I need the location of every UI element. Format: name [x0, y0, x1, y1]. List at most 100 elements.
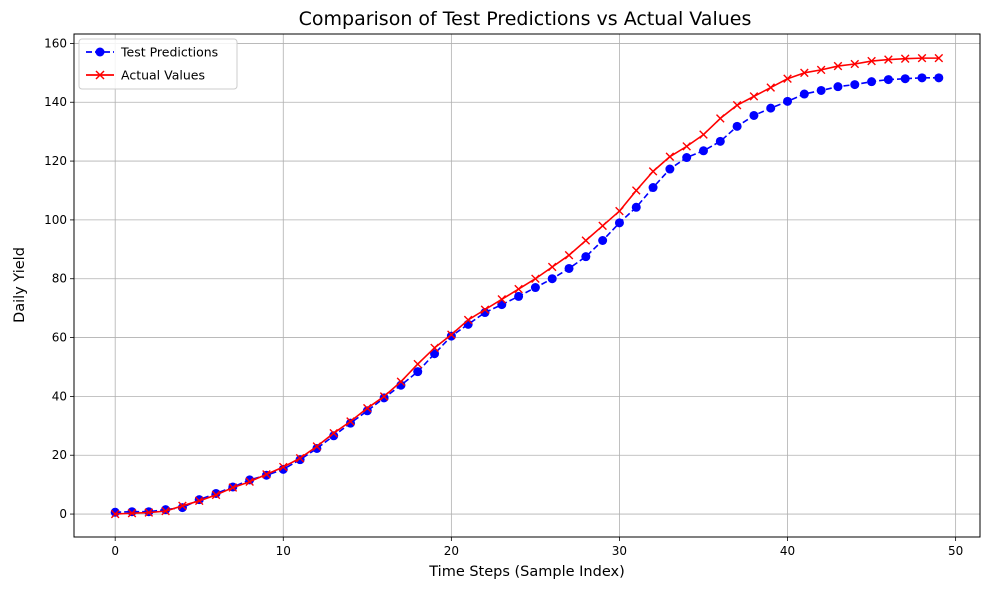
- data-point-test-predictions: [110, 507, 120, 517]
- x-tick-label: 30: [612, 544, 627, 558]
- data-point-actual-values: [413, 359, 423, 369]
- data-point-test-predictions: [312, 443, 322, 453]
- data-point-actual-values: [699, 130, 708, 139]
- data-point-actual-values: [312, 442, 322, 451]
- data-point-actual-values: [379, 392, 389, 401]
- data-point-test-predictions: [278, 464, 288, 474]
- data-point-actual-values: [278, 462, 288, 472]
- chart-title: Comparison of Test Predictions vs Actual…: [299, 8, 752, 30]
- data-point-test-predictions: [614, 218, 624, 228]
- data-point-actual-values: [564, 250, 574, 260]
- data-point-test-predictions: [362, 406, 372, 416]
- data-point-test-predictions: [379, 393, 389, 403]
- y-tick-label: 20: [52, 448, 67, 462]
- y-tick-label: 0: [59, 507, 67, 521]
- data-point-test-predictions: [547, 274, 557, 284]
- y-tick-label: 140: [44, 95, 67, 109]
- data-point-actual-values: [816, 65, 826, 75]
- data-point-actual-values: [833, 61, 843, 71]
- y-tick-label: 100: [44, 213, 67, 227]
- data-point-actual-values: [430, 343, 439, 353]
- data-point-test-predictions: [883, 75, 893, 85]
- data-point-test-predictions: [665, 164, 675, 174]
- data-point-actual-values: [295, 453, 305, 463]
- data-point-test-predictions: [917, 73, 927, 83]
- data-point-test-predictions: [598, 235, 608, 245]
- data-point-test-predictions: [581, 252, 591, 262]
- grid: [74, 34, 980, 537]
- data-point-actual-values: [850, 59, 860, 69]
- legend-marker-test-predictions: [95, 47, 105, 57]
- data-point-test-predictions: [430, 349, 440, 359]
- plot-frame: [73, 33, 981, 538]
- data-point-actual-values: [127, 508, 137, 518]
- x-axis-title: Time Steps (Sample Index): [428, 564, 624, 580]
- legend-label-test-predictions: Test Predictions: [120, 45, 218, 60]
- legend-marker-actual-values: [95, 70, 105, 80]
- series-layer: [110, 53, 944, 519]
- data-point-actual-values: [884, 55, 893, 64]
- data-point-actual-values: [110, 509, 120, 519]
- data-point-actual-values: [732, 100, 742, 110]
- data-point-actual-values: [447, 330, 456, 339]
- data-point-test-predictions: [715, 136, 725, 146]
- x-tick-label: 50: [948, 544, 963, 558]
- data-point-actual-values: [867, 56, 876, 66]
- data-point-actual-values: [934, 53, 944, 63]
- x-tick-label: 0: [111, 544, 119, 558]
- data-point-actual-values: [178, 501, 187, 511]
- data-point-actual-values: [211, 490, 221, 500]
- data-point-test-predictions: [698, 146, 708, 156]
- x-tick-label: 40: [780, 544, 795, 558]
- data-point-actual-values: [463, 315, 473, 325]
- data-point-test-predictions: [900, 74, 910, 84]
- x-tick-label: 20: [444, 544, 459, 558]
- y-tick-label: 40: [52, 389, 67, 403]
- data-point-actual-values: [716, 114, 725, 123]
- data-point-test-predictions: [732, 121, 742, 131]
- data-point-test-predictions: [833, 82, 843, 92]
- data-point-test-predictions: [749, 110, 759, 120]
- data-point-actual-values: [631, 186, 641, 195]
- data-point-test-predictions: [648, 183, 658, 193]
- data-point-actual-values: [900, 54, 910, 64]
- data-point-test-predictions: [682, 153, 692, 163]
- data-point-actual-values: [749, 92, 759, 101]
- data-point-actual-values: [346, 417, 355, 426]
- data-point-test-predictions: [850, 80, 860, 90]
- data-point-actual-values: [262, 470, 271, 479]
- data-point-test-predictions: [329, 431, 339, 441]
- data-point-test-predictions: [631, 202, 641, 212]
- data-point-actual-values: [514, 284, 523, 294]
- y-tick-label: 80: [52, 272, 67, 286]
- legend-box: [78, 38, 238, 90]
- data-point-test-predictions: [766, 103, 776, 113]
- data-point-test-predictions: [564, 263, 574, 273]
- data-point-actual-values: [144, 508, 154, 517]
- data-point-test-predictions: [867, 77, 877, 87]
- legend-label-actual-values: Actual Values: [121, 68, 205, 83]
- data-point-actual-values: [917, 53, 927, 63]
- data-point-test-predictions: [463, 319, 473, 329]
- legend: Test Predictions Actual Values: [78, 38, 238, 90]
- data-point-test-predictions: [514, 291, 524, 301]
- data-point-actual-values: [194, 496, 204, 506]
- data-point-actual-values: [497, 295, 507, 304]
- y-tick-label: 160: [44, 36, 67, 50]
- data-point-actual-values: [547, 262, 557, 272]
- data-point-actual-values: [245, 477, 254, 486]
- data-point-actual-values: [783, 74, 792, 84]
- y-tick-label: 120: [44, 154, 67, 168]
- data-point-actual-values: [648, 167, 658, 176]
- data-point-actual-values: [396, 377, 406, 386]
- data-point-test-predictions: [413, 367, 423, 377]
- data-point-test-predictions: [346, 418, 356, 428]
- data-point-test-predictions: [446, 331, 456, 341]
- data-point-actual-values: [800, 68, 809, 78]
- data-point-test-predictions: [783, 96, 793, 106]
- data-point-actual-values: [598, 221, 607, 231]
- data-point-actual-values: [615, 206, 624, 216]
- data-point-actual-values: [329, 428, 338, 438]
- data-point-actual-values: [228, 483, 238, 492]
